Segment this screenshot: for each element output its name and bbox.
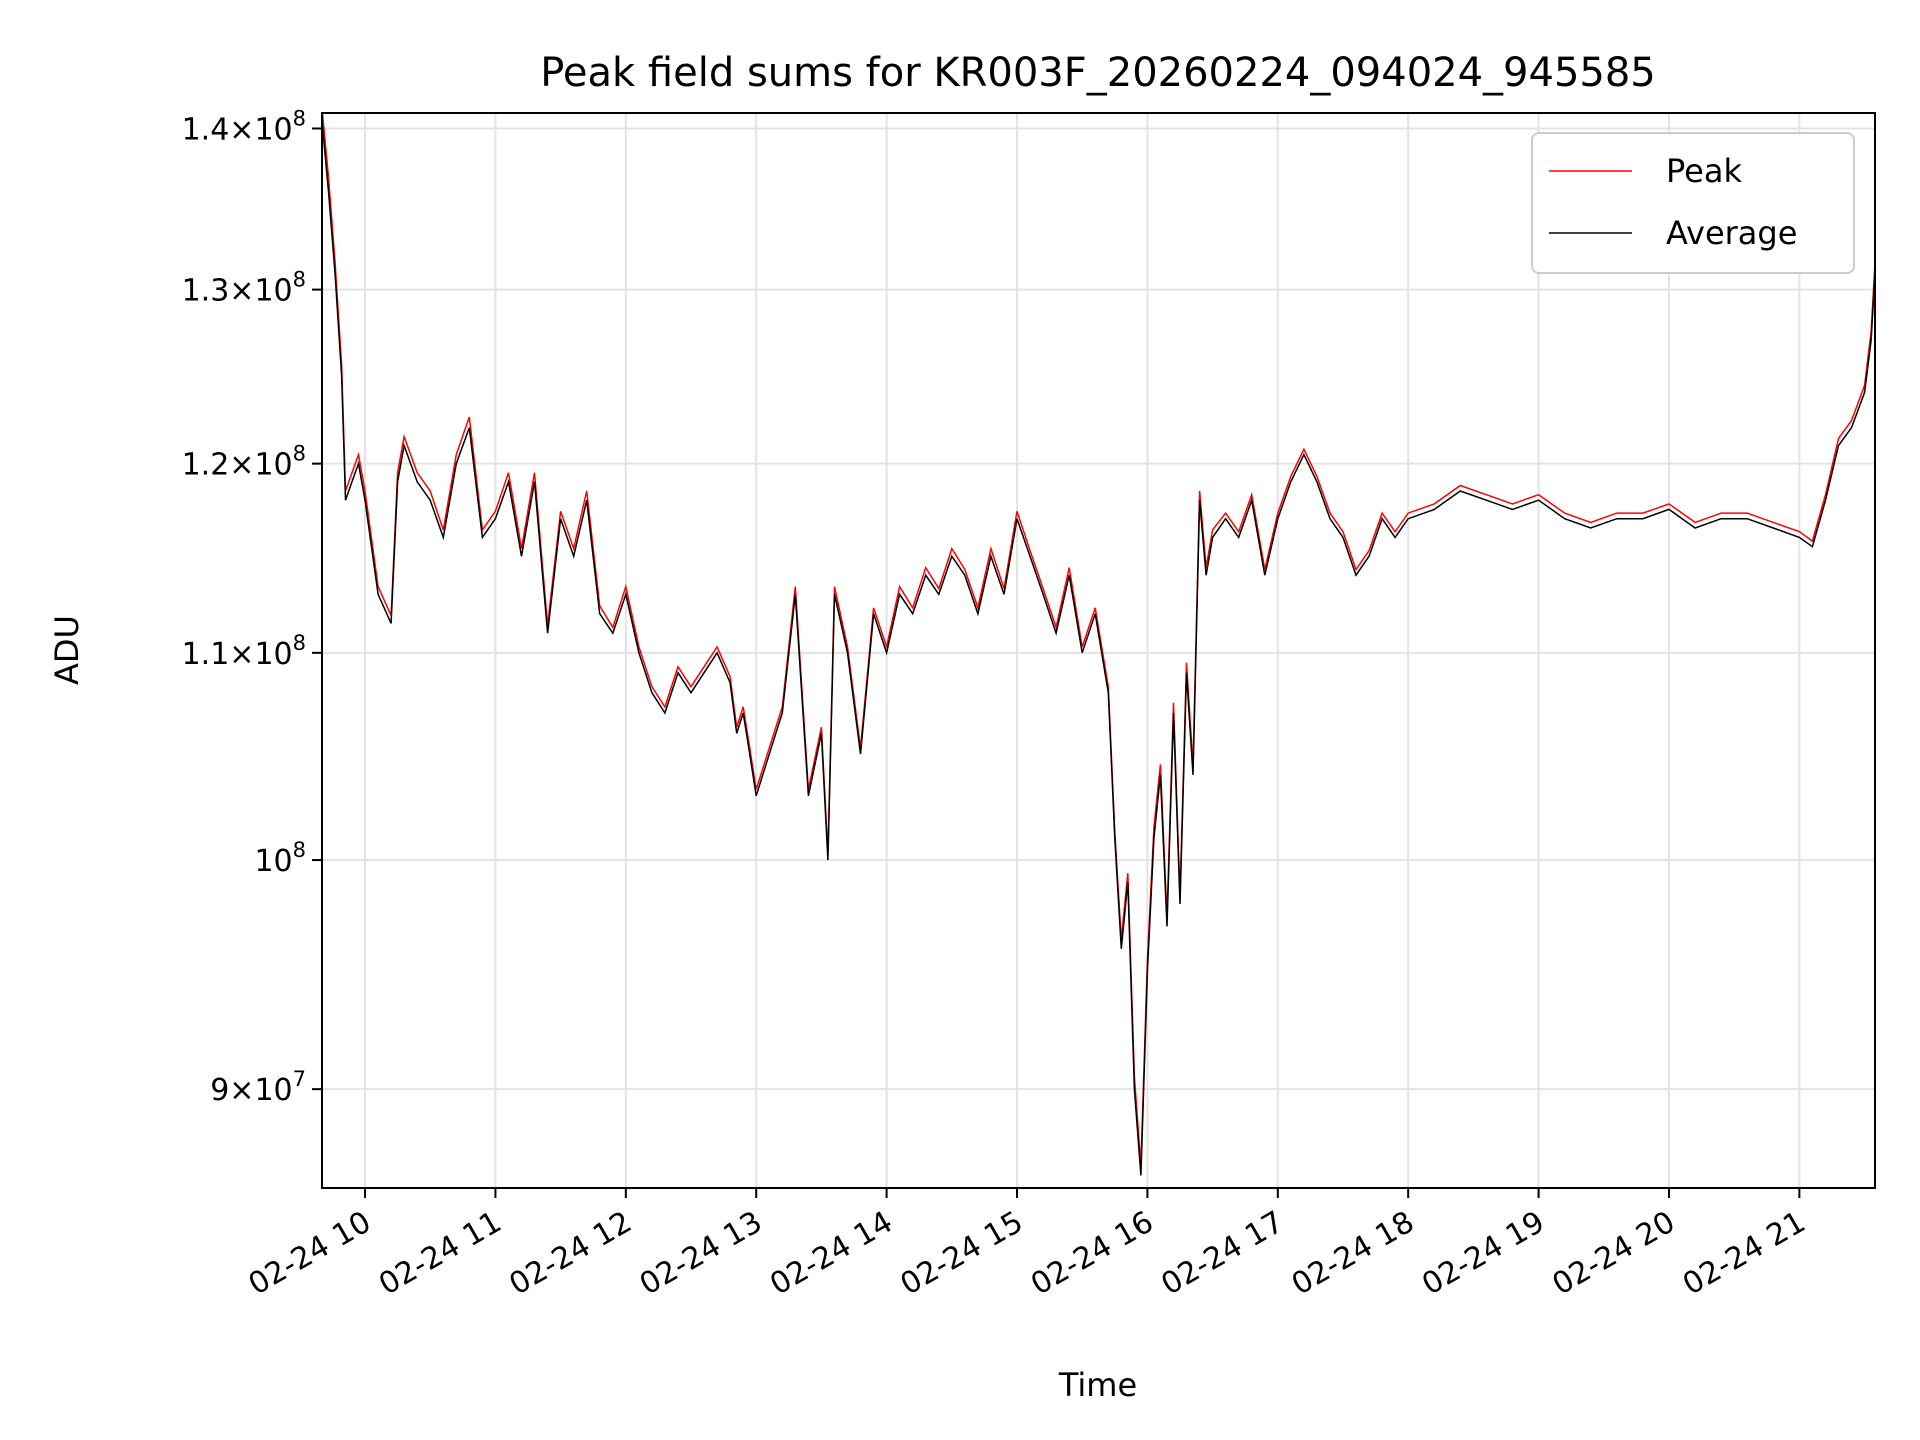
y-axis-label: ADU <box>48 615 86 685</box>
legend-box <box>1531 132 1855 274</box>
y-tick-label: 9×107 <box>210 1067 306 1108</box>
y-axis-ticks: 9×107 108 1.1×108 1.2×108 1.3×108 1.4×108 <box>182 106 322 1108</box>
legend: Peak Average <box>1531 132 1855 274</box>
y-tick-label: 1.2×108 <box>182 442 306 483</box>
plot-frame <box>321 112 1876 1189</box>
series-line-average <box>322 120 1875 1176</box>
grid <box>322 113 1875 1188</box>
x-axis-label: Time <box>1058 1366 1137 1404</box>
y-tick-label: 1.1×108 <box>182 631 306 672</box>
y-tick-label: 1.4×108 <box>182 106 306 147</box>
y-tick-label: 108 <box>254 838 306 879</box>
y-tick-label: 1.3×108 <box>182 268 306 309</box>
legend-label-peak: Peak <box>1666 152 1742 190</box>
chart-title: Peak field sums for KR003F_20260224_0940… <box>540 50 1656 96</box>
series-layer <box>322 113 1875 1176</box>
series-line-peak <box>322 113 1875 1166</box>
legend-label-average: Average <box>1666 214 1797 252</box>
